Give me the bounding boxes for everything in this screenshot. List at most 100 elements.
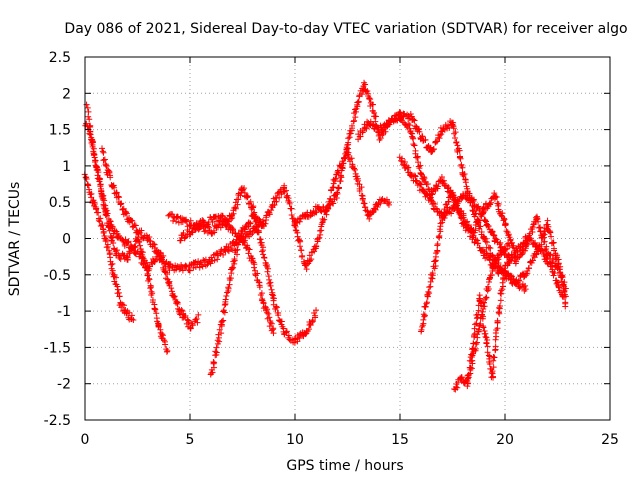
data-point: [414, 153, 421, 160]
data-point: [462, 179, 469, 186]
data-point: [445, 184, 452, 191]
data-point: [359, 196, 366, 203]
data-point: [237, 192, 244, 199]
data-point: [94, 167, 101, 174]
data-point: [541, 238, 548, 245]
data-point: [93, 163, 100, 170]
data-point: [498, 290, 505, 297]
data-point: [482, 330, 489, 337]
data-point: [496, 310, 503, 317]
data-point: [319, 218, 326, 225]
series-track-3: [83, 101, 202, 332]
data-point: [166, 279, 172, 286]
data-point: [478, 311, 485, 318]
data-point: [317, 231, 324, 238]
data-point: [102, 238, 109, 245]
data-point: [439, 215, 446, 222]
data-point: [144, 272, 151, 279]
data-point: [487, 245, 494, 252]
data-point: [479, 308, 486, 315]
data-point: [124, 239, 131, 246]
data-point: [254, 270, 261, 277]
data-point: [415, 159, 422, 166]
data-point: [308, 256, 315, 263]
data-point: [415, 125, 422, 132]
data-point: [436, 232, 443, 239]
data-point: [502, 221, 509, 228]
data-point: [497, 263, 504, 270]
data-point: [144, 262, 151, 269]
data-point: [493, 259, 500, 266]
data-point: [153, 310, 160, 317]
data-point: [418, 326, 425, 333]
data-point: [283, 187, 290, 194]
data-point: [547, 251, 554, 258]
data-point: [492, 336, 499, 343]
data-point: [100, 226, 107, 233]
data-point: [480, 324, 487, 331]
data-point: [299, 252, 306, 259]
data-point: [273, 303, 280, 310]
data-point: [306, 252, 313, 259]
data-point: [505, 240, 512, 247]
data-point: [256, 284, 263, 291]
data-point: [416, 165, 423, 172]
data-point: [355, 98, 362, 105]
data-point: [372, 113, 379, 120]
data-point: [230, 210, 237, 217]
data-point: [250, 203, 257, 210]
data-point: [495, 200, 502, 207]
data-point: [430, 145, 437, 152]
data-point: [491, 190, 498, 197]
data-point: [157, 249, 164, 256]
data-point: [443, 207, 450, 214]
data-point: [221, 309, 228, 316]
data-point: [555, 283, 562, 290]
data-point: [538, 246, 545, 253]
series-track-8: [292, 79, 569, 300]
data-point: [433, 250, 440, 257]
data-point: [216, 326, 223, 333]
data-point: [199, 263, 206, 270]
data-point: [285, 197, 292, 204]
data-point: [483, 294, 490, 301]
data-point: [104, 243, 111, 250]
y-tick-label: -0.5: [44, 268, 71, 284]
data-point: [234, 201, 241, 208]
data-point: [424, 181, 431, 188]
data-point: [261, 254, 268, 261]
data-point: [151, 306, 158, 313]
data-point: [551, 270, 558, 277]
data-point: [90, 152, 97, 159]
data-point: [356, 188, 363, 195]
data-point: [363, 125, 370, 132]
data-point: [522, 247, 529, 254]
data-point: [354, 173, 361, 180]
data-point: [97, 185, 104, 192]
data-point: [212, 348, 219, 355]
data-point: [425, 288, 432, 295]
data-point: [471, 333, 478, 340]
data-point: [151, 241, 158, 248]
y-tick-label: 2.5: [49, 50, 71, 66]
data-point: [333, 195, 340, 202]
data-point: [267, 282, 274, 289]
data-point: [377, 135, 384, 142]
data-point: [230, 264, 237, 271]
x-tick-label: 20: [496, 432, 514, 448]
data-point: [103, 236, 110, 243]
data-point: [228, 215, 235, 222]
data-point: [352, 114, 359, 121]
data-point: [173, 300, 180, 307]
data-point: [497, 302, 504, 309]
data-point: [471, 325, 478, 332]
data-point: [491, 232, 498, 239]
data-point: [157, 250, 164, 257]
data-point: [436, 135, 443, 142]
data-point: [432, 257, 439, 264]
data-point: [210, 359, 217, 366]
data-point: [84, 104, 91, 111]
data-point: [420, 316, 427, 323]
data-point: [170, 293, 177, 300]
data-point: [164, 270, 171, 277]
